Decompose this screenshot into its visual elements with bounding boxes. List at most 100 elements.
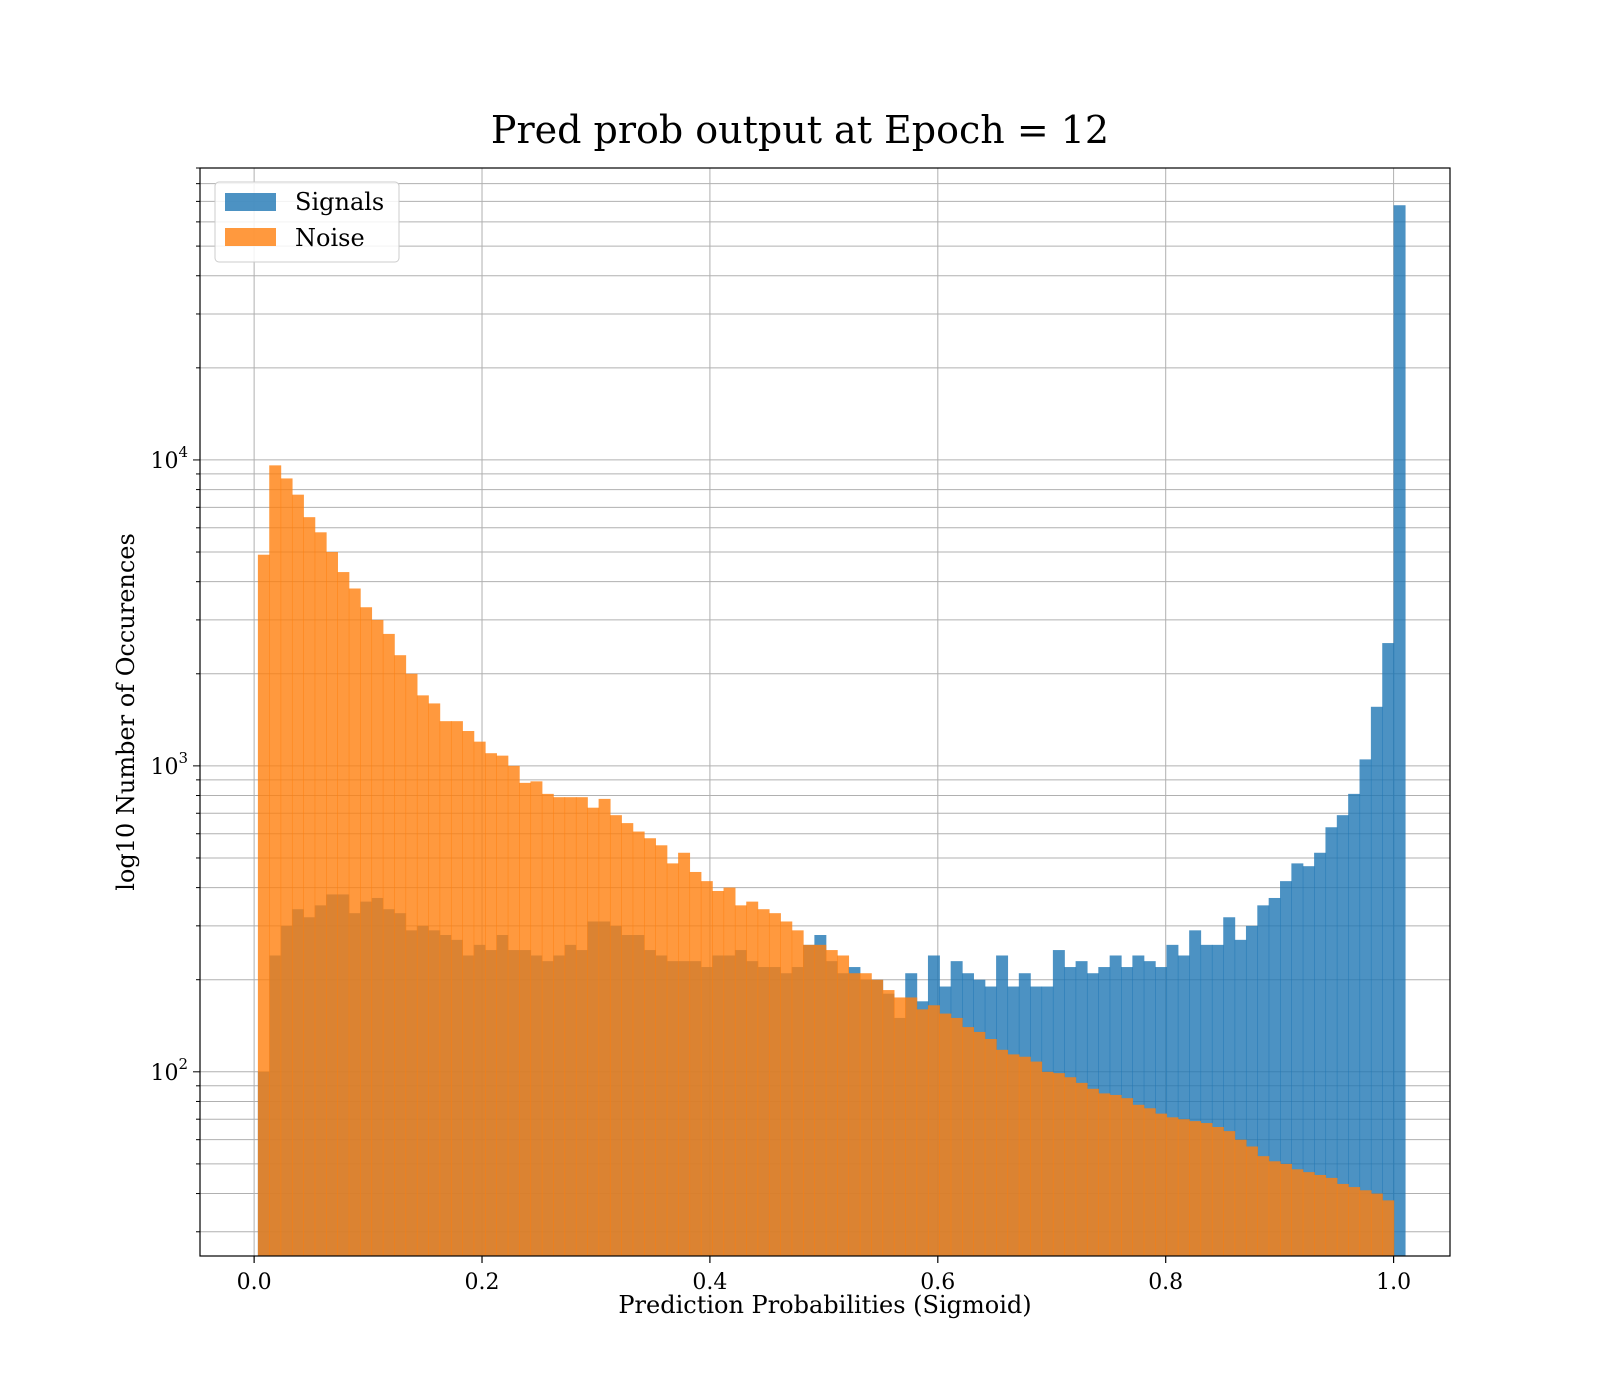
noise-bar [394,655,407,1256]
noise-bar [712,890,725,1256]
noise-bar [1382,1200,1395,1256]
noise-bar [780,921,793,1256]
noise-bar [1064,1077,1077,1256]
noise-bar [450,721,463,1256]
noise-bar [1052,1073,1065,1256]
y-axis-ticks: 102 103 104 [150,167,200,1233]
y-tick-label: 103 [150,749,188,780]
noise-bar [893,997,906,1256]
noise-bar [882,990,895,1256]
noise-bar [598,798,611,1256]
x-tick-label: 0.8 [1148,1270,1183,1295]
noise-bar [1132,1104,1145,1256]
noise-bar [1348,1187,1361,1256]
signals-bar [1245,925,1258,1256]
noise-bar [1098,1093,1111,1256]
noise-bar [473,741,486,1256]
noise-bar [530,781,543,1256]
y-tick-label: 104 [150,443,188,474]
noise-bar [541,793,554,1256]
noise-bar [280,478,293,1257]
legend-swatch-noise [225,228,276,246]
y-tick-label: 102 [150,1055,188,1086]
noise-bar [1030,1061,1043,1256]
noise-bar [757,909,770,1256]
signals-bar [1166,944,1179,1256]
noise-bar [734,905,747,1256]
noise-bar [962,1027,974,1256]
noise-bar [1268,1161,1281,1256]
noise-bar [1257,1156,1270,1256]
noise-bar [768,913,781,1256]
signals-bar [1382,643,1395,1256]
noise-bar [564,797,577,1256]
noise-bar [700,881,713,1256]
signals-bar [1211,944,1224,1256]
noise-bar [632,831,645,1256]
noise-bar [723,887,736,1256]
noise-bar [326,552,338,1256]
noise-bar [1302,1172,1315,1256]
noise-bar [314,532,327,1256]
noise-bar [939,1013,952,1256]
noise-bar [621,823,634,1256]
noise-bar [360,607,373,1256]
noise-bar [1155,1113,1168,1256]
noise-bar [609,815,622,1256]
noise-bar [984,1039,997,1256]
noise-bar [950,1017,963,1256]
noise-bar [905,997,918,1256]
noise-bar [1359,1190,1372,1256]
noise-bar [553,797,566,1256]
x-tick-label: 0.4 [692,1270,727,1295]
noise-bar [1109,1094,1122,1256]
signals-bar [1370,706,1383,1256]
noise-bar [746,901,759,1256]
noise-bar [848,973,861,1256]
noise-bar [1200,1123,1213,1256]
noise-bar [587,807,600,1256]
noise-bar [496,755,509,1256]
noise-bar [927,1005,940,1256]
noise-bar [837,955,850,1256]
signals-bar [1155,967,1168,1256]
noise-bar [291,494,304,1256]
legend-label-signals: Signals [295,188,384,216]
noise-bar [1370,1193,1383,1256]
noise-bar [996,1049,1009,1256]
noise-bar [371,619,384,1256]
noise-bar [1234,1139,1247,1256]
noise-bar [1075,1082,1088,1256]
signals-bar [1393,205,1406,1256]
signals-bar [1177,955,1190,1256]
noise-bar [916,1009,929,1256]
legend-swatch-signals [225,193,276,211]
legend: Signals Noise [214,181,400,263]
noise-bar [1314,1174,1327,1256]
noise-bar [1245,1146,1258,1256]
noise-bar [519,782,532,1256]
noise-bar [382,633,395,1256]
noise-bar [485,753,497,1256]
x-tick-label: 0.2 [465,1270,500,1295]
signals-bar [1234,939,1247,1256]
noise-bar [1211,1127,1224,1256]
noise-bar [269,465,282,1257]
noise-bar [859,973,872,1256]
noise-bar [678,852,691,1256]
chart-title: Pred prob output at Epoch = 12 [491,108,1109,152]
noise-bar [814,944,827,1256]
noise-bar [1291,1169,1304,1256]
x-tick-label: 0.0 [237,1270,272,1295]
x-axis-label: Prediction Probabilities (Sigmoid) [618,1291,1031,1319]
noise-bar [825,950,838,1256]
signals-bar [1200,944,1213,1256]
signals-bar [1257,905,1270,1256]
noise-bar [507,765,520,1256]
noise-bar [1143,1108,1156,1256]
noise-bar [428,703,441,1256]
noise-bar [303,517,316,1256]
noise-bar [1121,1098,1133,1256]
noise-bar [1189,1121,1202,1256]
